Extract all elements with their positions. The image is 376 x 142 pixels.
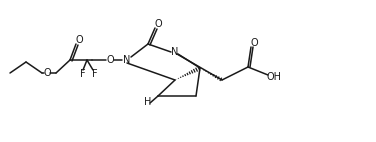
Text: OH: OH <box>267 72 282 82</box>
Text: N: N <box>123 55 131 65</box>
Text: F: F <box>92 69 98 79</box>
Text: O: O <box>43 68 51 78</box>
Text: N: N <box>171 47 179 57</box>
Text: F: F <box>80 69 86 79</box>
Text: O: O <box>250 38 258 48</box>
Text: O: O <box>154 19 162 29</box>
Text: H: H <box>144 97 152 107</box>
Text: O: O <box>106 55 114 65</box>
Text: O: O <box>75 35 83 45</box>
